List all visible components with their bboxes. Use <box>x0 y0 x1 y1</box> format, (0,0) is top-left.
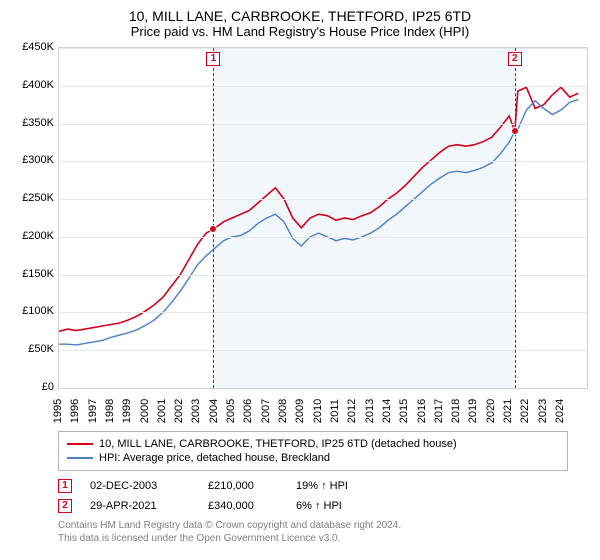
x-axis-label: 2014 <box>381 399 393 423</box>
sale-date: 29-APR-2021 <box>90 500 190 512</box>
x-axis-label: 2007 <box>260 399 272 423</box>
gridline <box>59 48 587 49</box>
legend-row: HPI: Average price, detached house, Brec… <box>67 451 559 465</box>
gridline <box>59 199 587 200</box>
x-axis-label: 2000 <box>139 399 151 423</box>
y-axis-label: £250K <box>22 192 54 204</box>
x-axis-label: 2018 <box>450 399 462 423</box>
x-axis-label: 2011 <box>329 399 341 423</box>
y-axis-label: £50K <box>28 343 54 355</box>
gridline <box>59 312 587 313</box>
y-axis-label: £300K <box>22 154 54 166</box>
x-axis-label: 2006 <box>242 399 254 423</box>
x-axis-label: 2016 <box>416 399 428 423</box>
x-axis-label: 2021 <box>502 399 514 423</box>
y-axis-label: £100K <box>22 305 54 317</box>
sale-date: 02-DEC-2003 <box>90 480 190 492</box>
x-axis-label: 2022 <box>519 399 531 423</box>
x-axis-label: 2010 <box>312 399 324 423</box>
sale-marker-box: 2 <box>508 52 522 66</box>
y-axis-label: £0 <box>42 381 54 393</box>
x-axis-label: 2023 <box>537 399 549 423</box>
sale-marker-box: 1 <box>206 52 220 66</box>
sale-price: £340,000 <box>208 500 278 512</box>
chart-container: 10, MILL LANE, CARBROOKE, THETFORD, IP25… <box>0 0 600 560</box>
sale-marker-line <box>515 48 516 388</box>
x-axis-label: 2024 <box>554 399 566 423</box>
series-hpi <box>59 99 578 345</box>
x-axis-label: 1998 <box>104 399 116 423</box>
x-axis-label: 2012 <box>346 399 358 423</box>
footer-line: This data is licensed under the Open Gov… <box>58 532 588 545</box>
legend-label: 10, MILL LANE, CARBROOKE, THETFORD, IP25… <box>99 438 457 450</box>
x-axis-label: 2004 <box>208 399 220 423</box>
gridline <box>59 161 587 162</box>
attribution: Contains HM Land Registry data © Crown c… <box>58 519 588 545</box>
line-series <box>59 48 587 388</box>
x-axis-label: 2019 <box>467 399 479 423</box>
x-axis-label: 2002 <box>173 399 185 423</box>
x-axis-label: 1995 <box>52 399 64 423</box>
sale-marker-dot <box>511 127 519 135</box>
sale-marker-icon: 1 <box>58 479 72 493</box>
x-axis-label: 2003 <box>190 399 202 423</box>
y-axis-label: £350K <box>22 117 54 129</box>
x-axis-label: 2008 <box>277 399 289 423</box>
sale-row: 2 29-APR-2021 £340,000 6% ↑ HPI <box>58 499 588 513</box>
footer-line: Contains HM Land Registry data © Crown c… <box>58 519 588 532</box>
sale-hpi: 19% ↑ HPI <box>296 480 376 492</box>
legend-label: HPI: Average price, detached house, Brec… <box>99 452 330 464</box>
x-axis-label: 2013 <box>364 399 376 423</box>
gridline <box>59 237 587 238</box>
legend-swatch <box>67 457 93 459</box>
sale-marker-line <box>213 48 214 388</box>
x-axis-label: 2009 <box>294 399 306 423</box>
x-axis-label: 1996 <box>69 399 81 423</box>
legend-row: 10, MILL LANE, CARBROOKE, THETFORD, IP25… <box>67 437 559 451</box>
legend-swatch <box>67 443 93 445</box>
plot-area: 12 <box>58 47 588 389</box>
gridline <box>59 275 587 276</box>
gridline <box>59 86 587 87</box>
y-axis-label: £450K <box>22 41 54 53</box>
sale-row: 1 02-DEC-2003 £210,000 19% ↑ HPI <box>58 479 588 493</box>
sale-hpi: 6% ↑ HPI <box>296 500 376 512</box>
x-axis-label: 2005 <box>225 399 237 423</box>
y-axis-label: £400K <box>22 79 54 91</box>
x-axis-label: 1997 <box>87 399 99 423</box>
x-axis-label: 2020 <box>485 399 497 423</box>
sale-marker-icon: 2 <box>58 499 72 513</box>
gridline <box>59 350 587 351</box>
legend: 10, MILL LANE, CARBROOKE, THETFORD, IP25… <box>58 431 568 471</box>
sale-marker-dot <box>209 225 217 233</box>
y-axis-label: £150K <box>22 268 54 280</box>
sale-price: £210,000 <box>208 480 278 492</box>
sales-table: 1 02-DEC-2003 £210,000 19% ↑ HPI 2 29-APR-202… <box>58 479 588 513</box>
gridline <box>59 124 587 125</box>
chart-area: 12 £0£50K£100K£150K£200K£250K£300K£350K£… <box>12 45 588 425</box>
chart-subtitle: Price paid vs. HM Land Registry's House … <box>12 24 588 39</box>
x-axis-label: 2017 <box>433 399 445 423</box>
chart-title: 10, MILL LANE, CARBROOKE, THETFORD, IP25… <box>12 8 588 24</box>
x-axis-label: 2001 <box>156 399 168 423</box>
x-axis-label: 1999 <box>121 399 133 423</box>
x-axis-label: 2015 <box>398 399 410 423</box>
y-axis-label: £200K <box>22 230 54 242</box>
